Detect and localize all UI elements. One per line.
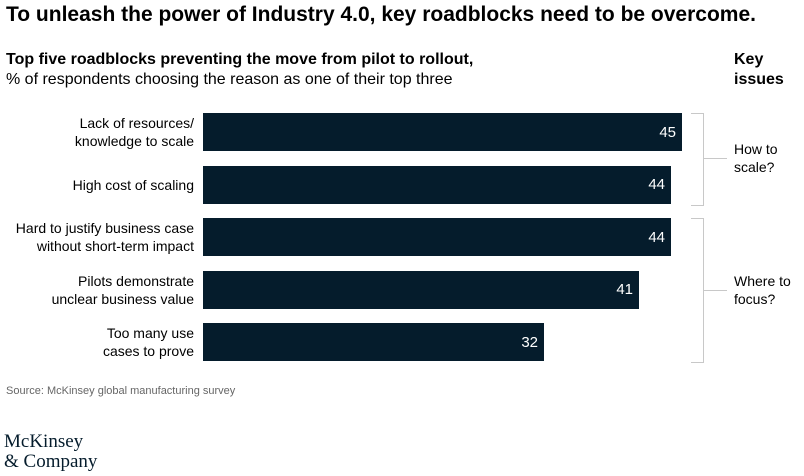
- logo-line-1: McKinsey: [4, 431, 84, 452]
- category-label-line: unclear business value: [51, 290, 194, 307]
- category-label-line: cases to prove: [102, 343, 194, 359]
- group-bracket: [691, 113, 704, 206]
- bar-value-label: 44: [648, 228, 665, 246]
- bar-value-label: 44: [648, 176, 665, 193]
- category-label: Lack of resources/knowledge to scale: [0, 113, 194, 151]
- bar: 44: [203, 165, 671, 204]
- chart-subtitle: % of respondents choosing the reason as …: [6, 71, 453, 88]
- group-bracket: [691, 218, 704, 363]
- mckinsey-logo: McKinsey & Company: [4, 432, 97, 472]
- group-label-line: Where to: [734, 272, 791, 289]
- group-label: Where to focus?: [734, 272, 802, 308]
- bar: 41: [203, 270, 639, 309]
- key-issues-header: Key issues: [734, 51, 784, 88]
- category-label-line: without short-term impact: [36, 238, 194, 254]
- category-label-line: Lack of resources/: [79, 115, 194, 131]
- group-label-line: scale?: [734, 159, 775, 176]
- bar-value-label: 45: [659, 123, 676, 141]
- bar: 32: [203, 323, 544, 361]
- bar: 44: [203, 218, 671, 256]
- category-label: Too many use cases to prove: [0, 323, 194, 361]
- group-label-line: How to: [734, 141, 778, 158]
- group-label: How to scale?: [734, 140, 802, 176]
- source-note: Source: McKinsey global manufacturing su…: [6, 385, 236, 397]
- headline: To unleash the power of Industry 4.0, ke…: [6, 3, 756, 26]
- category-label-line: knowledge to scale: [74, 133, 194, 149]
- category-label: Hard to justify business case without sho…: [0, 218, 194, 256]
- bar-value-label: 32: [521, 333, 538, 351]
- logo-line-2: & Company: [4, 451, 98, 472]
- bar-value-label: 41: [616, 281, 633, 298]
- category-label-line: Hard to justify business case: [15, 220, 194, 236]
- bar: 45: [203, 113, 682, 151]
- category-label-line: Too many use: [106, 325, 194, 341]
- category-label: High cost of scaling: [0, 166, 194, 204]
- chart-title: Top five roadblocks preventing the move …: [6, 51, 474, 68]
- group-bracket-tick: [703, 289, 727, 291]
- category-label-line: High cost of scaling: [72, 176, 194, 193]
- category-label-line: Pilots demonstrate: [78, 272, 194, 289]
- group-bracket-tick: [703, 158, 727, 160]
- group-label-line: focus?: [734, 290, 776, 307]
- category-label: Pilots demonstrate unclear business value: [0, 271, 194, 309]
